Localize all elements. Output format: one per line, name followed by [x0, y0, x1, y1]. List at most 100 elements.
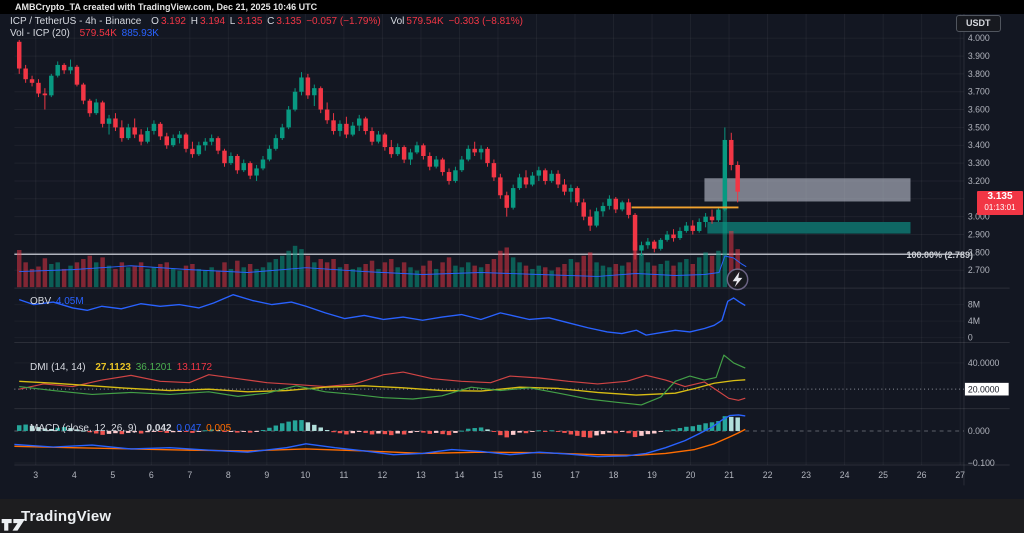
- obv-tick-label[interactable]: 8M: [968, 300, 980, 310]
- price-tick-label[interactable]: 3.000: [968, 212, 990, 222]
- price-tick-label[interactable]: 4.000: [968, 33, 990, 43]
- macd-hist-bar: [703, 423, 708, 431]
- time-tick-label[interactable]: 3: [33, 470, 38, 480]
- macd-hist-bar: [151, 430, 157, 432]
- time-tick-label[interactable]: 25: [878, 470, 888, 480]
- time-tick-label[interactable]: 13: [416, 470, 426, 480]
- obv-tick-label[interactable]: 4M: [968, 316, 980, 326]
- time-tick-label[interactable]: 14: [455, 470, 465, 480]
- price-tick-label[interactable]: 3.400: [968, 140, 990, 150]
- volume-bar: [639, 254, 644, 288]
- macd-hist-bar: [87, 430, 93, 433]
- price-tick-label[interactable]: 3.600: [968, 104, 990, 114]
- time-tick-label[interactable]: 26: [917, 470, 927, 480]
- volume-bar: [543, 267, 548, 288]
- macd-hist-bar: [158, 430, 163, 432]
- macd-hist-bar: [331, 430, 336, 433]
- time-tick-label[interactable]: 12: [378, 470, 388, 480]
- time-tick-label[interactable]: 24: [840, 470, 850, 480]
- macd-hist-bar: [318, 427, 323, 431]
- macd-hist-bar: [55, 427, 60, 431]
- macd-hist-bar: [433, 430, 439, 433]
- volume-bar: [267, 262, 272, 288]
- time-tick-label[interactable]: 18: [609, 470, 619, 480]
- dmi-tick-label[interactable]: 40.0000: [968, 358, 1000, 368]
- currency-toggle-button[interactable]: USDT: [956, 15, 1001, 32]
- supply-zone-box[interactable]: [704, 178, 911, 202]
- volume-bar: [318, 259, 323, 288]
- time-tick-label[interactable]: 21: [724, 470, 734, 480]
- candle-body: [652, 241, 657, 249]
- vol-change-value: −0.303 (−8.81%): [448, 16, 523, 27]
- macd-hist-bar: [170, 430, 176, 433]
- volume-bar: [632, 241, 638, 288]
- demand-zone-box[interactable]: [707, 221, 911, 234]
- candle-body: [427, 156, 433, 167]
- time-tick-label[interactable]: 20: [686, 470, 696, 480]
- candle-body: [190, 148, 195, 155]
- volume-bar: [61, 268, 67, 288]
- candle-body: [81, 84, 86, 101]
- time-tick-label[interactable]: 11: [339, 470, 348, 480]
- price-tick-label[interactable]: 3.700: [968, 87, 990, 97]
- obv-tick-label[interactable]: 0: [968, 333, 973, 343]
- time-tick-label[interactable]: 8: [226, 470, 231, 480]
- price-tick-label[interactable]: 3.500: [968, 122, 990, 132]
- time-tick-label[interactable]: 7: [187, 470, 192, 480]
- candle-body: [49, 75, 54, 96]
- price-tick-label[interactable]: 3.800: [968, 69, 990, 79]
- macd-tick-label[interactable]: −0.100: [968, 458, 995, 468]
- volume-bar: [408, 267, 413, 288]
- macd-hist-bar: [286, 421, 291, 431]
- volume-bar: [382, 262, 388, 288]
- time-tick-label[interactable]: 5: [110, 470, 115, 480]
- time-tick-label[interactable]: 23: [801, 470, 811, 480]
- time-tick-label[interactable]: 10: [301, 470, 311, 480]
- candle-body: [549, 173, 554, 181]
- tradingview-logo-icon[interactable]: [0, 513, 30, 533]
- price-tick-label[interactable]: 3.200: [968, 176, 990, 186]
- price-tick-label[interactable]: 3.900: [968, 51, 990, 61]
- macd-hist-bar: [504, 430, 509, 438]
- price-tick-label[interactable]: 2.900: [968, 229, 990, 239]
- volume-bar: [587, 252, 593, 288]
- candle-body: [350, 125, 356, 135]
- macd-hist-bar: [222, 430, 227, 432]
- volume-bar: [510, 257, 516, 288]
- time-tick-label[interactable]: 15: [493, 470, 503, 480]
- time-tick-label[interactable]: 17: [570, 470, 580, 480]
- last-price-value: 3.135: [987, 191, 1013, 202]
- volume-bar: [555, 267, 561, 288]
- price-tick-label[interactable]: 3.300: [968, 158, 990, 168]
- time-tick-label[interactable]: 4: [72, 470, 77, 480]
- macd-hist-bar: [106, 430, 112, 434]
- time-tick-label[interactable]: 16: [532, 470, 542, 480]
- price-tick-label[interactable]: 2.700: [968, 265, 990, 275]
- candle-body: [517, 177, 522, 189]
- macd-hist-value: 0.042: [146, 423, 172, 434]
- candle-body: [273, 138, 279, 149]
- chart-canvas[interactable]: 4.000 3.900 3.800 3.700 3.600 3.500 3.400 3.300…: [0, 14, 1024, 499]
- candle-body: [709, 216, 715, 221]
- candle-body: [716, 209, 721, 221]
- macd-hist-bar: [376, 430, 381, 434]
- candle-body: [235, 156, 240, 171]
- time-tick-label[interactable]: 27: [955, 470, 965, 480]
- candle-body: [523, 177, 529, 185]
- macd-hist-bar: [36, 427, 41, 431]
- candle-body: [498, 177, 503, 196]
- time-tick-label[interactable]: 9: [264, 470, 269, 480]
- tradingview-wordmark[interactable]: TradingView: [21, 507, 112, 525]
- volume-bar: [466, 262, 471, 288]
- price-tick-label[interactable]: 2.800: [968, 247, 990, 257]
- dmi-minusdi-line: [19, 371, 746, 401]
- dmi-adx-value: 27.1123: [95, 362, 131, 373]
- candle-body: [279, 127, 285, 139]
- lightning-icon: [732, 271, 743, 288]
- time-tick-label[interactable]: 22: [763, 470, 773, 480]
- time-tick-label[interactable]: 19: [647, 470, 657, 480]
- macd-hist-bar: [453, 430, 458, 433]
- macd-tick-label[interactable]: 0.000: [968, 426, 990, 436]
- volume-bar: [433, 268, 439, 288]
- time-tick-label[interactable]: 6: [149, 470, 154, 480]
